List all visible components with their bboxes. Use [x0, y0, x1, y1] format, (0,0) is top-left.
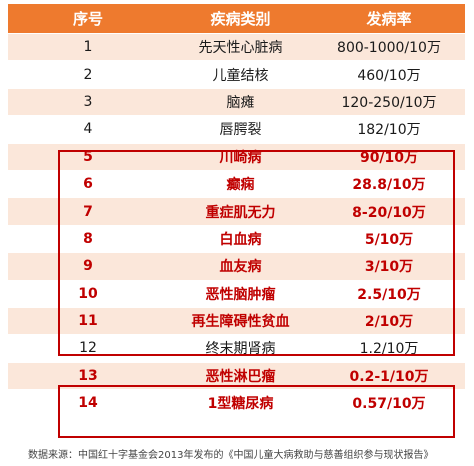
header-number: 序号 [72, 10, 103, 28]
row-disease: 白血病 [219, 231, 262, 248]
row-number: 5 [83, 148, 93, 165]
table-row: 5 川崎病 90/10万 [8, 143, 465, 171]
row-rate: 2/10万 [364, 314, 414, 331]
row-rate: 28.8/10万 [352, 177, 426, 194]
table-row: 1 先天性心脏病 800-1000/10万 [8, 34, 465, 62]
row-disease: 终末期肾病 [205, 341, 276, 358]
row-rate: 800-1000/10万 [337, 40, 441, 57]
row-number: 2 [83, 66, 93, 83]
row-disease: 脑瘫 [226, 94, 255, 111]
row-rate: 1.2/10万 [359, 341, 419, 358]
header-incidence-rate: 发病率 [366, 10, 412, 28]
row-rate: 90/10万 [359, 149, 419, 166]
row-disease: 先天性心脏病 [198, 40, 283, 57]
table-row: 7 重症肌无力 8-20/10万 [8, 198, 465, 226]
row-rate: 0.2-1/10万 [349, 368, 429, 385]
table-row: 2 儿童结核 460/10万 [8, 61, 465, 89]
table-row: 8 白血病 5/10万 [8, 225, 465, 254]
row-disease: 重症肌无力 [205, 204, 276, 221]
table-row: 11 再生障碍性贫血 2/10万 [8, 307, 465, 336]
row-number: 13 [78, 367, 98, 384]
disease-incidence-table: 序号 疾病类别 发病率 1 先天性心脏病 800-1000/10万 2 儿童结核 460/… [8, 4, 465, 418]
row-rate: 2.5/10万 [357, 286, 421, 303]
row-rate: 3/10万 [364, 259, 414, 276]
table-row: 12 终末期肾病 1.2/10万 [8, 335, 465, 363]
row-number: 6 [83, 176, 93, 193]
row-disease: 唇腭裂 [219, 122, 262, 139]
row-number: 7 [83, 203, 93, 220]
row-rate: 182/10万 [357, 122, 421, 139]
row-number: 11 [78, 313, 98, 330]
row-rate: 5/10万 [364, 231, 414, 248]
row-disease: 癫痫 [226, 177, 255, 194]
data-source-note: 数据来源：中国红十字基金会2013年发布的《中国儿童大病救助与慈善组织参与现状报… [28, 450, 434, 461]
table-row: 10 恶性脑肿瘤 2.5/10万 [8, 280, 465, 308]
row-number: 14 [78, 395, 98, 412]
row-number: 3 [83, 93, 93, 110]
row-number: 1 [83, 39, 93, 56]
row-disease: 恶性淋巴瘤 [205, 368, 276, 385]
table-body: 1 先天性心脏病 800-1000/10万 2 儿童结核 460/10万 3 脑瘫 120-25… [8, 34, 465, 418]
row-number: 8 [83, 230, 93, 247]
row-rate: 0.57/10万 [352, 396, 426, 413]
row-rate: 8-20/10万 [352, 204, 426, 221]
row-rate: 120-250/10万 [341, 94, 437, 111]
row-disease: 再生障碍性贫血 [191, 314, 290, 331]
table-row: 13 恶性淋巴瘤 0.2-1/10万 [8, 362, 465, 391]
table-header-row: 序号 疾病类别 发病率 [8, 4, 465, 34]
row-rate: 460/10万 [357, 67, 421, 84]
row-number: 4 [83, 121, 93, 138]
row-disease: 恶性脑肿瘤 [205, 286, 276, 303]
row-disease: 血友病 [219, 259, 262, 276]
table-row: 3 脑瘫 120-250/10万 [8, 88, 465, 117]
row-disease: 儿童结核 [212, 67, 269, 84]
table-row: 9 血友病 3/10万 [8, 253, 465, 281]
row-number: 10 [78, 285, 98, 302]
row-number: 9 [83, 258, 93, 275]
row-number: 12 [79, 340, 97, 357]
table-row: 6 癫痫 28.8/10万 [8, 170, 465, 199]
row-disease: 1型糖尿病 [207, 396, 274, 413]
header-disease-category: 疾病类别 [210, 10, 271, 28]
table-row: 14 1型糖尿病 0.57/10万 [8, 390, 465, 418]
table-row: 4 唇腭裂 182/10万 [8, 116, 465, 144]
row-disease: 川崎病 [219, 149, 262, 166]
